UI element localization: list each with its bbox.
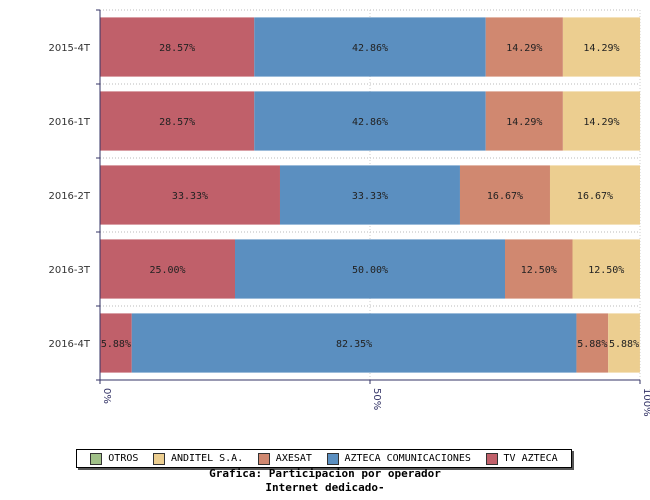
data-label: 16.67%: [577, 191, 613, 202]
data-label: 12.50%: [521, 265, 557, 276]
legend-item: ANDITEL S.A.: [152, 452, 244, 465]
bar-segment: [485, 17, 563, 77]
legend-label: TV AZTECA: [503, 453, 558, 464]
data-label: 14.29%: [506, 43, 542, 54]
data-label: 12.50%: [588, 265, 624, 276]
bar-segment: [549, 165, 640, 225]
bar-segment: [279, 165, 460, 225]
legend: OTROS ANDITEL S.A. AXESAT AZTECA COMUNICACI…: [76, 449, 572, 468]
legend-swatch: [90, 452, 103, 465]
legend-swatch: [485, 452, 498, 465]
data-label: 28.57%: [159, 43, 195, 54]
bar-segment: [505, 239, 573, 299]
bar-segment: [562, 17, 641, 77]
category-tick-label: 2016-2T: [48, 191, 90, 202]
legend-item: AXESAT: [257, 452, 312, 465]
category-tick-label: 2015-4T: [48, 43, 90, 54]
bar-segment: [576, 313, 609, 373]
bar-segment: [485, 91, 563, 151]
data-label: 82.35%: [336, 339, 372, 350]
x-tick-label: 50%: [371, 388, 382, 410]
data-label: 14.29%: [583, 117, 619, 128]
legend-swatch: [152, 452, 165, 465]
bar-segment: [100, 239, 235, 299]
data-label: 33.33%: [172, 191, 208, 202]
data-label: 42.86%: [352, 43, 388, 54]
legend-label: OTROS: [108, 453, 139, 464]
data-label: 14.29%: [583, 43, 619, 54]
legend-label: ANDITEL S.A.: [170, 453, 244, 464]
category-tick-label: 2016-1T: [48, 117, 90, 128]
x-tick-label: 100%: [641, 388, 650, 417]
bar-segment: [100, 165, 280, 225]
data-label: 16.67%: [487, 191, 523, 202]
chart-title: Grafica: Participacion por operador Inte…: [0, 467, 650, 495]
legend-swatch: [326, 452, 339, 465]
bar-segment: [254, 17, 486, 77]
legend-swatch: [257, 452, 270, 465]
x-tick-label: 0%: [101, 388, 112, 404]
data-label: 5.88%: [609, 339, 639, 350]
bar-segments: [100, 17, 641, 373]
data-label: 50.00%: [352, 265, 388, 276]
bar-segment: [100, 313, 132, 373]
bar-segment: [235, 239, 505, 299]
legend-item: OTROS: [90, 452, 139, 465]
bar-segment: [131, 313, 577, 373]
chart-title-line-2: Internet dedicado-: [265, 481, 385, 494]
bar-segment: [459, 165, 550, 225]
data-label: 25.00%: [149, 265, 185, 276]
category-tick-label: 2016-4T: [48, 339, 90, 350]
data-label: 28.57%: [159, 117, 195, 128]
legend-label: AXESAT: [275, 453, 312, 464]
data-label: 14.29%: [506, 117, 542, 128]
legend-item: TV AZTECA: [485, 452, 558, 465]
bar-segment: [254, 91, 486, 151]
bar-segment: [572, 239, 640, 299]
legend-label: AZTECA COMUNICACIONES: [344, 453, 471, 464]
data-label: 33.33%: [352, 191, 388, 202]
bar-segment: [100, 17, 255, 77]
data-label: 42.86%: [352, 117, 388, 128]
category-tick-label: 2016-3T: [48, 265, 90, 276]
data-label: 5.88%: [577, 339, 607, 350]
data-label: 5.88%: [101, 339, 131, 350]
bar-segment: [100, 91, 255, 151]
bar-segment: [608, 313, 640, 373]
chart-title-line-1: Grafica: Participacion por operador: [209, 467, 441, 480]
bar-segment: [562, 91, 641, 151]
axes: 2015-4T 2016-1T 2016-2T 2016-3T 2016-4T 0% 50%…: [48, 9, 650, 417]
legend-item: AZTECA COMUNICACIONES: [326, 452, 471, 465]
data-labels: 28.57% 42.86% 14.29% 14.29% 28.57% 42.86% 14.2…: [101, 43, 639, 350]
